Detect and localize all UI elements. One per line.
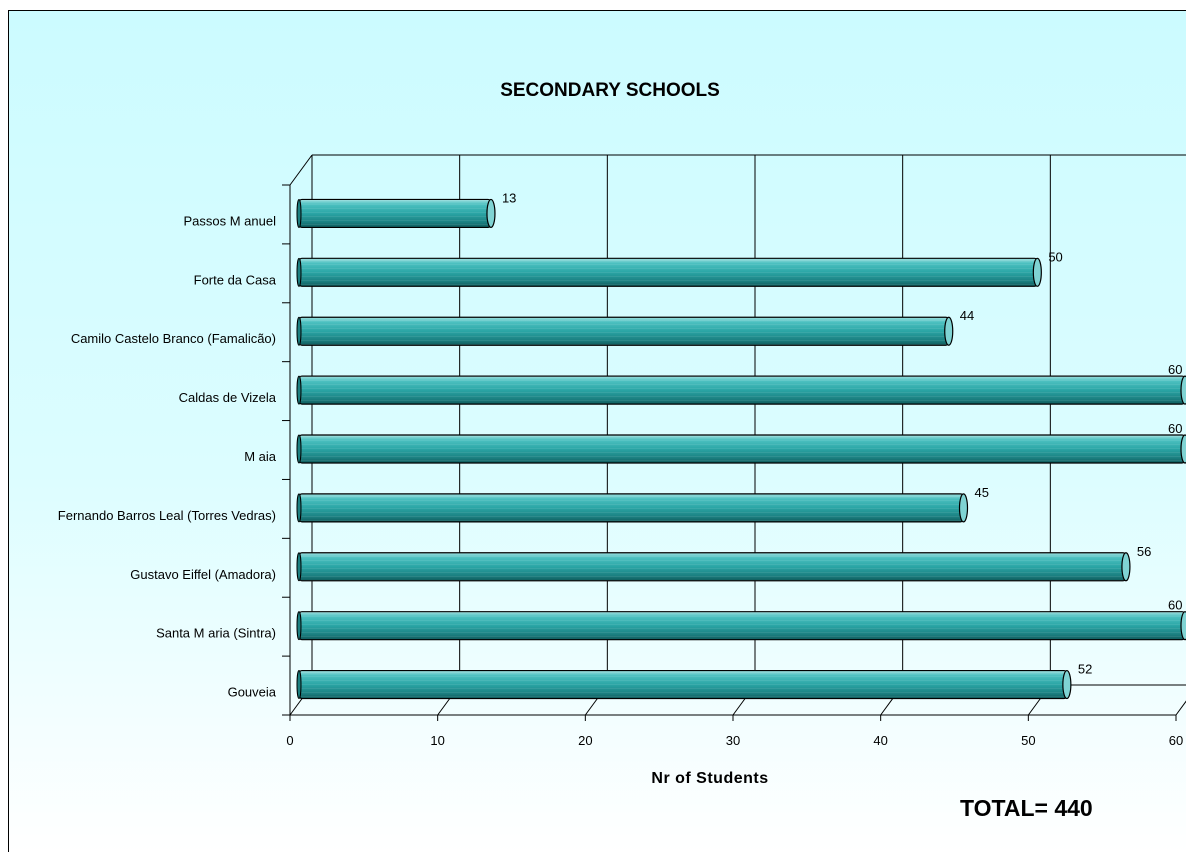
- bar-start-cap: [296, 552, 302, 582]
- side-wall-top-edge: [289, 154, 313, 186]
- y-tick-label: Santa M aria (Sintra): [156, 626, 276, 641]
- bar-end-cap: [1180, 611, 1186, 641]
- data-label: 60: [1168, 421, 1182, 436]
- y-tick-label: Gustavo Eiffel (Amadora): [130, 567, 276, 582]
- bar-end-cap: [1180, 434, 1186, 464]
- chart-title: SECONDARY SCHOOLS: [500, 80, 720, 101]
- x-tick-label: 20: [578, 733, 592, 748]
- bar-start-cap: [296, 493, 302, 523]
- bar-end-cap: [944, 316, 954, 346]
- bar-start-cap: [296, 316, 302, 346]
- bar-end-cap: [1062, 669, 1072, 700]
- y-tick-label: Fernando Barros Leal (Torres Vedras): [58, 508, 276, 523]
- chart-area: [8, 10, 1186, 852]
- bar-start-cap: [296, 434, 302, 464]
- y-tick-label: Forte da Casa: [194, 272, 277, 287]
- bar-end-cap: [1032, 257, 1042, 287]
- bar-texture: [299, 258, 1038, 287]
- data-label: 56: [1137, 544, 1151, 559]
- data-label: 45: [975, 485, 989, 500]
- bar-end-cap: [1180, 375, 1186, 405]
- bar-texture: [299, 376, 1185, 405]
- bar-start-cap: [296, 611, 302, 641]
- bar-texture: [299, 611, 1185, 640]
- bar-end-cap: [958, 493, 969, 523]
- x-axis-label: Nr of Students: [651, 770, 769, 787]
- data-label: 52: [1078, 662, 1092, 677]
- x-tick-label: 30: [726, 733, 740, 748]
- bar-end-cap: [1121, 552, 1131, 582]
- floor-gridline: [1175, 700, 1186, 716]
- x-tick-label: 50: [1021, 733, 1035, 748]
- data-label: 60: [1168, 598, 1182, 613]
- y-tick-label: Caldas de Vizela: [179, 390, 277, 405]
- x-tick-label: 60: [1169, 733, 1183, 748]
- bar-texture: [299, 670, 1067, 699]
- bar-start-cap: [296, 257, 302, 287]
- data-label: 44: [960, 308, 974, 323]
- data-label: 60: [1168, 362, 1182, 377]
- bar-texture: [299, 552, 1126, 581]
- y-tick-label: Gouveia: [228, 685, 277, 700]
- bar-start-cap: [296, 670, 302, 700]
- bar-texture: [299, 317, 949, 346]
- y-tick-label: M aia: [244, 449, 277, 464]
- bar-start-cap: [296, 375, 302, 405]
- y-tick-label: Camilo Castelo Branco (Famalicão): [71, 331, 276, 346]
- total-label: TOTAL= 440: [960, 795, 1093, 821]
- data-label: 50: [1048, 249, 1062, 264]
- x-tick-label: 10: [430, 733, 444, 748]
- bar-start-cap: [296, 198, 302, 228]
- x-tick-label: 40: [873, 733, 887, 748]
- x-tick-label: 0: [286, 733, 293, 748]
- bar-texture: [299, 199, 491, 228]
- bar-texture: [299, 435, 1185, 463]
- bar-texture: [299, 493, 964, 522]
- data-label: 13: [502, 190, 516, 205]
- bar-end-cap: [486, 198, 496, 229]
- y-tick-label: Passos M anuel: [184, 213, 277, 228]
